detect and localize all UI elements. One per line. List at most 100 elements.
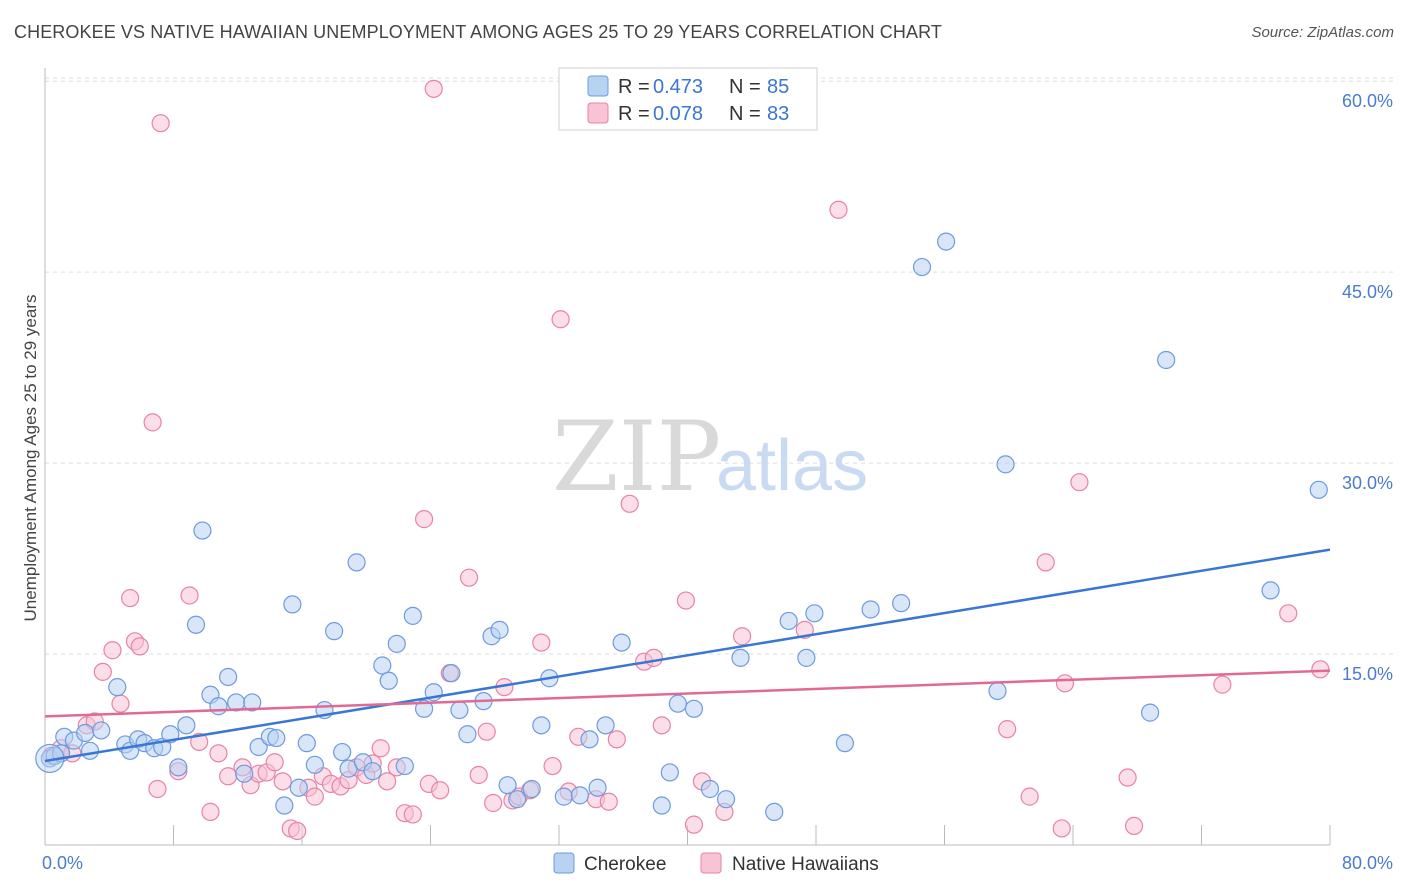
hawaiian-point (1070, 473, 1089, 492)
trend-line-hawaiian (44, 669, 1331, 718)
cherokee-point (498, 776, 517, 795)
cherokee-point (508, 790, 527, 809)
cherokee-point (532, 716, 551, 735)
legend-n-value-2: 83 (767, 103, 789, 125)
cherokee-point (892, 594, 911, 613)
hawaiian-point (148, 779, 167, 799)
hawaiian-point (103, 641, 122, 660)
cherokee-point (193, 521, 212, 540)
y-tick-label: 30.0% (1342, 473, 1393, 493)
hawaiian-point (477, 722, 496, 741)
legend-swatch-cherokee (587, 75, 609, 97)
cherokee-point (305, 755, 324, 774)
legend-top: R = 0.473 N = 85 R = 0.078 N = 83 (558, 67, 818, 131)
y-axis-title: Unemployment Among Ages 25 to 29 years (21, 295, 40, 622)
source-credit: Source: ZipAtlas.com (1251, 24, 1394, 41)
trend-lines (44, 548, 1331, 763)
cherokee-point (1309, 480, 1328, 499)
hawaiian-point (414, 510, 434, 529)
cherokee-point (333, 742, 352, 762)
cherokee-point (289, 778, 308, 797)
cherokee-point (186, 615, 206, 634)
cherokee-point (379, 671, 398, 690)
x-tick-label-max: 80.0% (1342, 853, 1393, 873)
x-tick-label-min: 0.0% (42, 853, 83, 873)
cherokee-point (76, 723, 95, 743)
hawaiian-point (1213, 675, 1232, 694)
hawaiian-point (484, 793, 503, 813)
cherokee-point (700, 779, 720, 799)
chart-title: CHEROKEE VS NATIVE HAWAIIAN UNEMPLOYMENT… (14, 22, 942, 42)
cherokee-point (442, 664, 461, 683)
cherokee-point (414, 699, 434, 718)
legend-n-label-1: N = (729, 76, 761, 98)
hawaiian-point (676, 591, 695, 610)
hawaiian-point (532, 633, 551, 652)
hawaiian-point (273, 772, 292, 791)
hawaiian-point (829, 200, 848, 219)
hawaiian-point (151, 114, 170, 133)
legend-r-value-2: 0.078 (653, 103, 703, 125)
hawaiian-point (1279, 604, 1298, 623)
hawaiian-point (1311, 660, 1330, 679)
cherokee-point (387, 634, 406, 653)
cherokee-point (779, 611, 798, 631)
cherokee-point (169, 758, 188, 777)
hawaiian-point (288, 821, 307, 841)
cherokee-point (297, 734, 316, 753)
tick-labels: 15.0% 30.0% 45.0% 60.0% 0.0% 80.0% (42, 91, 1393, 873)
hawaiian-point (111, 694, 130, 713)
hawaiian-point (644, 648, 663, 667)
legend-swatch-hawaiian (587, 102, 609, 124)
cherokee-point (716, 790, 736, 809)
hawaiian-point (93, 662, 112, 681)
y-tick-label: 15.0% (1342, 664, 1393, 684)
cherokee-point (805, 604, 824, 623)
hawaiian-point (371, 739, 390, 758)
hawaiian-point (180, 586, 199, 605)
hawaiian-point (599, 792, 618, 811)
cherokee-point (325, 622, 344, 641)
cherokee-point (1261, 581, 1280, 600)
cherokee-point (996, 455, 1015, 474)
cherokee-point (363, 762, 382, 781)
trend-line-cherokee (44, 548, 1331, 763)
hawaiian-point (378, 772, 397, 791)
hawaiian-point (209, 744, 228, 763)
cherokee-point (108, 678, 127, 697)
series-cherokee (35, 232, 1328, 822)
cherokee-point (267, 728, 286, 748)
cherokee-point (652, 796, 671, 815)
y-tick-label: 45.0% (1342, 282, 1393, 302)
cherokee-point (835, 734, 855, 753)
hawaiian-point (1052, 819, 1071, 838)
hawaiian-point (305, 787, 324, 806)
cherokee-point (668, 694, 687, 713)
cherokee-point (570, 786, 589, 805)
cherokee-point (988, 681, 1007, 701)
cherokee-point (684, 699, 704, 718)
hawaiian-point (424, 79, 443, 98)
cherokee-point (522, 779, 541, 799)
hawaiian-point (1118, 768, 1137, 787)
cherokee-point (797, 648, 816, 667)
hawaiian-point (543, 756, 562, 776)
cherokee-point (403, 606, 422, 625)
cherokee-point (912, 257, 932, 277)
hawaiian-point (190, 732, 209, 751)
cherokee-point (450, 700, 469, 720)
hawaiian-point (130, 637, 149, 656)
cherokee-point (373, 656, 392, 675)
hawaiian-point (607, 730, 626, 749)
y-tick-label: 60.0% (1342, 91, 1393, 111)
cherokee-point (243, 693, 262, 712)
cherokee-point (580, 730, 599, 749)
cherokee-point (347, 553, 366, 572)
grid-lines (45, 77, 1395, 655)
hawaiian-point (733, 627, 752, 646)
legend-bottom: Cherokee Native Hawaiians (553, 852, 879, 875)
cherokee-point (275, 796, 294, 815)
hawaiian-point (1055, 674, 1075, 693)
legend-r-label-1: R = (618, 76, 650, 98)
cherokee-point (588, 778, 607, 797)
